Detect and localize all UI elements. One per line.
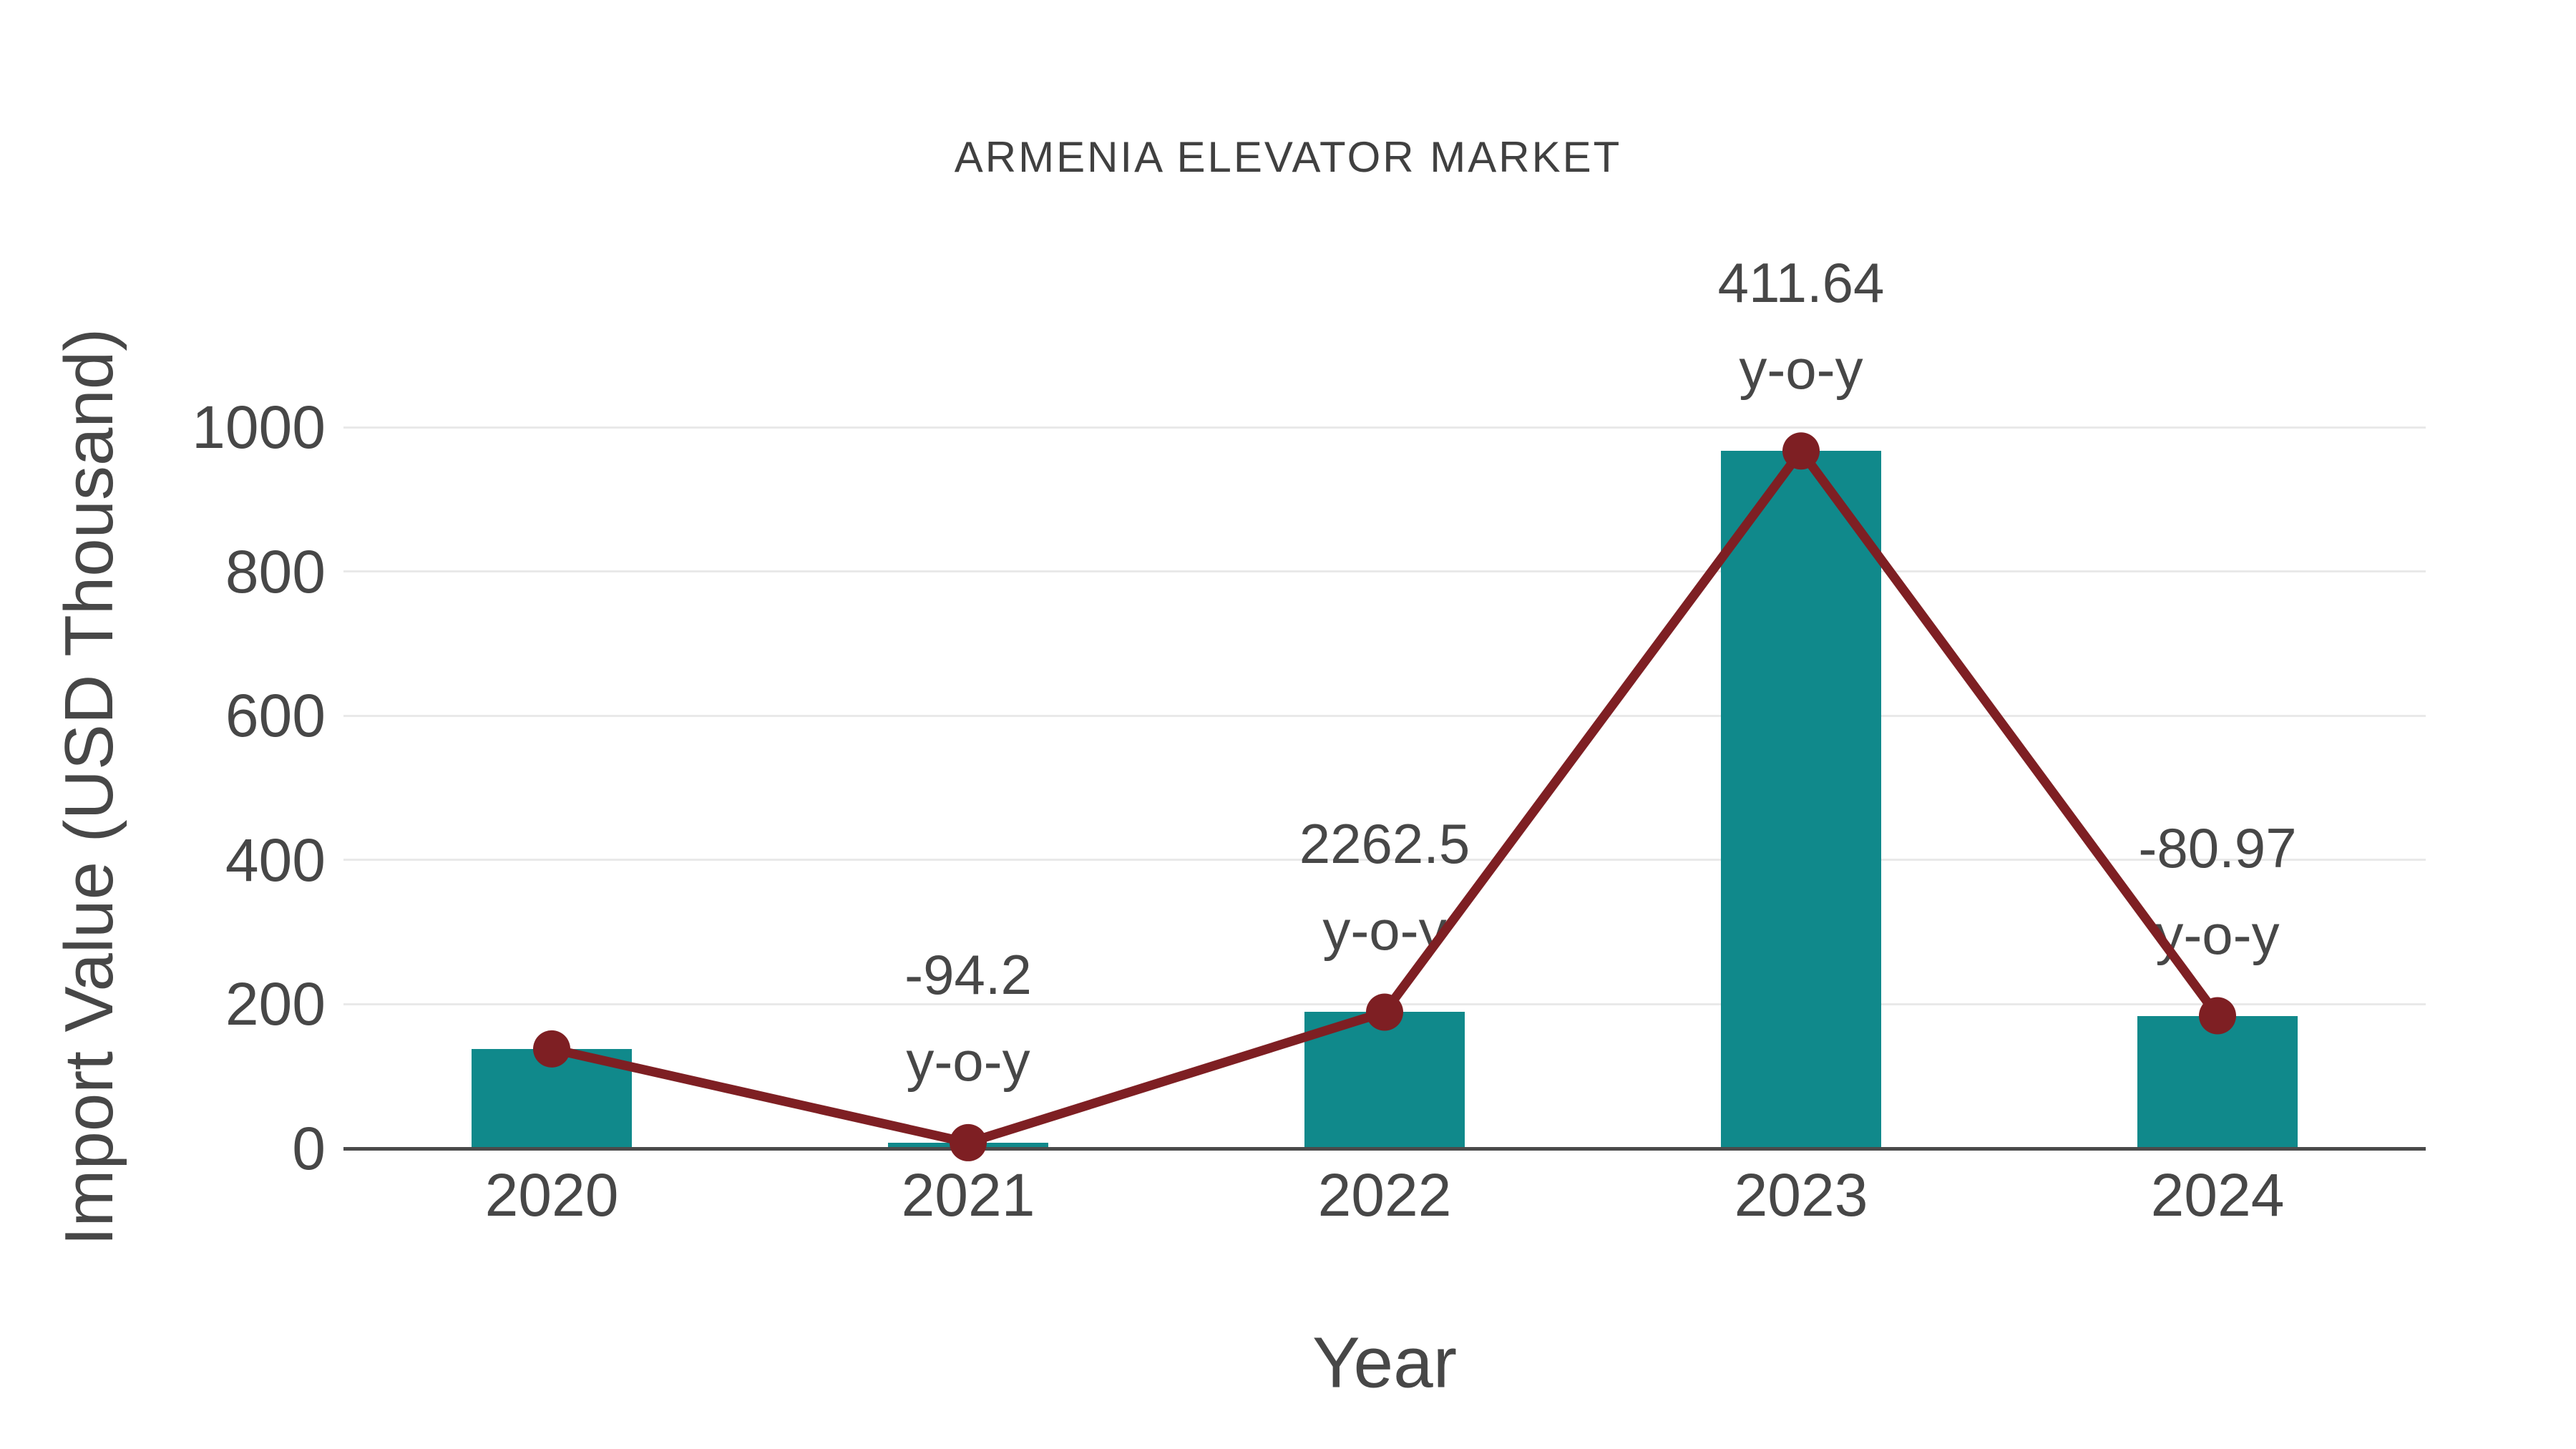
x-axis-line <box>343 1147 2426 1151</box>
marker-2020 <box>533 1030 570 1068</box>
annotation-2023: 411.64 y-o-y <box>1515 240 2087 413</box>
annotation-2021-value: -94.2 <box>904 942 1032 1006</box>
y-tick-label-200: 200 <box>225 970 326 1038</box>
annotation-2021: -94.2 y-o-y <box>682 932 1254 1105</box>
annotation-2024-value: -80.97 <box>2138 816 2297 879</box>
x-tick-label-2020: 2020 <box>484 1161 619 1229</box>
gridline-800 <box>343 570 2426 573</box>
y-tick-label-0: 0 <box>292 1115 326 1182</box>
marker-2022 <box>1366 993 1403 1031</box>
annotation-2023-label: y-o-y <box>1739 338 1863 401</box>
y-tick-label-1000: 1000 <box>192 394 326 461</box>
gridline-400 <box>343 859 2426 862</box>
bar-2024 <box>2137 1015 2298 1148</box>
chart-title: ARMENIA ELEVATOR MARKET <box>954 133 1622 181</box>
x-tick-label-2022: 2022 <box>1317 1161 1452 1229</box>
annotation-2022-value: 2262.5 <box>1299 812 1470 876</box>
gridline-600 <box>343 714 2426 717</box>
bar-2022 <box>1304 1012 1465 1148</box>
y-tick-label-400: 400 <box>225 826 326 894</box>
annotation-2023-value: 411.64 <box>1717 251 1885 315</box>
marker-2023 <box>1782 432 1820 470</box>
annotation-2021-label: y-o-y <box>906 1029 1030 1093</box>
x-tick-label-2021: 2021 <box>901 1161 1035 1229</box>
y-tick-label-800: 800 <box>225 537 326 605</box>
y-tick-label-600: 600 <box>225 682 326 750</box>
x-tick-label-2023: 2023 <box>1734 1161 1868 1229</box>
trend-line <box>547 446 2223 1148</box>
gridline-1000 <box>343 426 2426 429</box>
marker-2021 <box>950 1123 987 1161</box>
bar-2023 <box>1721 451 1881 1148</box>
marker-2024 <box>2199 997 2236 1035</box>
x-tick-label-2024: 2024 <box>2150 1161 2285 1229</box>
annotation-2022: 2262.5 y-o-y <box>1098 801 1671 974</box>
x-axis-title: Year <box>1312 1322 1458 1403</box>
